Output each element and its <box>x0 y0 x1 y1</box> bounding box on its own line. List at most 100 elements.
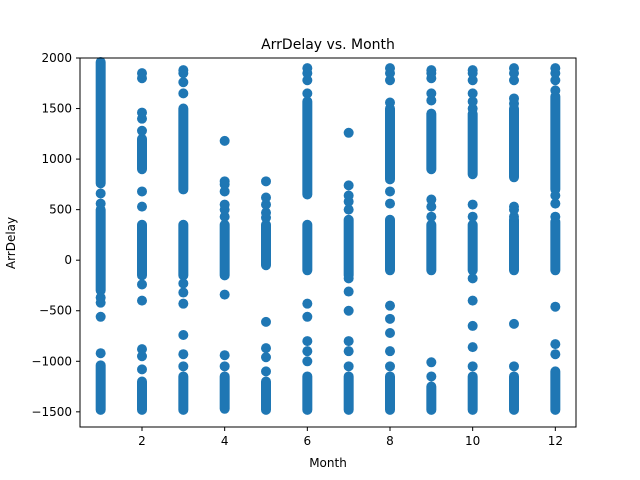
data-point <box>344 128 354 138</box>
data-point <box>385 63 395 73</box>
point-cluster-month-9-2 <box>426 109 436 175</box>
data-point <box>385 328 395 338</box>
data-point <box>509 63 519 73</box>
data-point <box>344 287 354 297</box>
data-point <box>220 290 230 300</box>
data-point <box>550 85 560 95</box>
data-point <box>509 202 519 212</box>
point-cluster-month-2-1 <box>137 220 147 281</box>
point-cluster-month-1-2 <box>96 57 106 188</box>
data-point <box>96 312 106 322</box>
data-point <box>178 77 188 87</box>
point-cluster-month-1-1 <box>96 205 106 296</box>
point-cluster-month-9-1 <box>426 220 436 275</box>
data-point <box>137 279 147 289</box>
data-point <box>137 344 147 354</box>
data-point <box>261 343 271 353</box>
point-cluster-month-9-0 <box>426 382 436 415</box>
data-point <box>344 361 354 371</box>
x-tick-label: 4 <box>221 434 229 448</box>
point-cluster-month-2-0 <box>137 377 147 415</box>
point-cluster-month-3-1 <box>178 220 188 281</box>
data-point <box>302 299 312 309</box>
data-point <box>426 88 436 98</box>
y-tick-label: −500 <box>39 304 72 318</box>
data-point <box>550 212 560 222</box>
point-cluster-month-10-1 <box>468 220 478 275</box>
point-cluster-month-5-1 <box>261 220 271 270</box>
data-point <box>302 346 312 356</box>
y-tick-label: 2000 <box>41 51 72 65</box>
data-point <box>261 317 271 327</box>
data-point <box>385 361 395 371</box>
data-point <box>468 296 478 306</box>
data-point <box>302 88 312 98</box>
data-point <box>261 352 271 362</box>
data-point <box>385 301 395 311</box>
data-point <box>426 212 436 222</box>
x-tick-label: 8 <box>386 434 394 448</box>
y-tick-label: 500 <box>49 203 72 217</box>
point-cluster-month-7-1 <box>344 215 354 281</box>
data-point <box>261 193 271 203</box>
point-cluster-month-10-0 <box>468 371 478 414</box>
point-cluster-month-3-0 <box>178 371 188 414</box>
data-point <box>178 299 188 309</box>
data-point <box>468 65 478 75</box>
point-cluster-month-6-2 <box>302 96 312 199</box>
data-point <box>468 342 478 352</box>
data-point <box>385 186 395 196</box>
data-point <box>96 293 106 303</box>
chart-title: ArrDelay vs. Month <box>261 37 395 53</box>
data-point <box>96 348 106 358</box>
point-cluster-month-12-0 <box>550 366 560 414</box>
data-point <box>261 366 271 376</box>
data-point <box>302 356 312 366</box>
data-point <box>137 126 147 136</box>
data-point <box>96 188 106 198</box>
y-axis-label: ArrDelay <box>4 217 18 269</box>
data-point <box>385 199 395 209</box>
data-point <box>302 63 312 73</box>
point-cluster-month-3-2 <box>178 104 188 195</box>
data-point <box>426 357 436 367</box>
point-cluster-month-6-1 <box>302 220 312 275</box>
y-tick-label: 1000 <box>41 152 72 166</box>
data-point <box>550 339 560 349</box>
data-point <box>220 350 230 360</box>
data-point <box>385 314 395 324</box>
data-point <box>220 136 230 146</box>
point-cluster-month-7-0 <box>344 371 354 414</box>
data-point <box>509 361 519 371</box>
point-cluster-month-12-1 <box>550 217 560 276</box>
data-point <box>178 349 188 359</box>
data-point <box>344 190 354 200</box>
data-point <box>468 212 478 222</box>
point-cluster-month-11-2 <box>509 104 519 183</box>
data-point <box>178 278 188 288</box>
data-point <box>178 361 188 371</box>
point-cluster-month-6-0 <box>302 371 312 414</box>
data-point <box>137 108 147 118</box>
y-tick-label: 1500 <box>41 102 72 116</box>
data-point <box>137 186 147 196</box>
data-point <box>468 200 478 210</box>
point-cluster-month-11-1 <box>509 215 519 276</box>
data-point <box>344 306 354 316</box>
data-point <box>344 346 354 356</box>
point-cluster-month-4-1 <box>220 220 230 281</box>
y-tick-label: −1500 <box>31 405 72 419</box>
data-point <box>220 176 230 186</box>
data-point <box>426 65 436 75</box>
data-point <box>426 371 436 381</box>
data-point <box>178 288 188 298</box>
data-point <box>178 65 188 75</box>
data-point <box>344 273 354 283</box>
data-point <box>509 319 519 329</box>
point-cluster-month-8-2 <box>385 104 395 185</box>
data-point <box>550 349 560 359</box>
data-point <box>550 302 560 312</box>
y-tick-label: 0 <box>64 253 72 267</box>
point-cluster-month-4-0 <box>220 371 230 413</box>
